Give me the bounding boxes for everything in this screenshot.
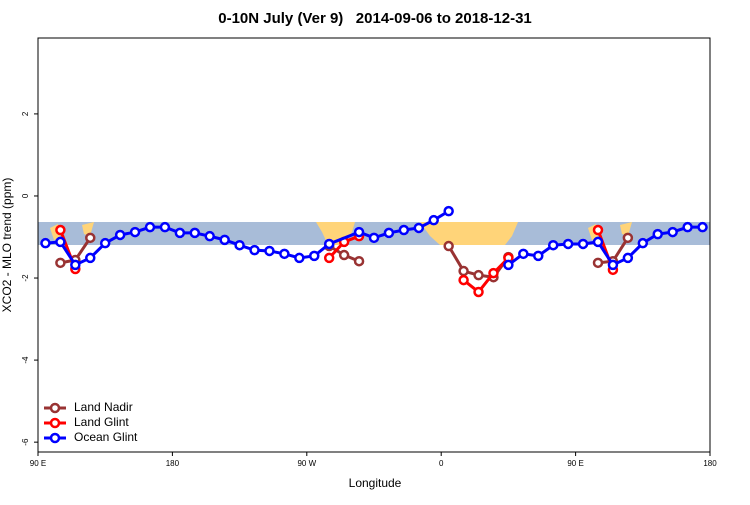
data-point [622,232,634,244]
data-point [144,221,156,233]
data-point [219,234,230,246]
x-tick-label: 180 [703,459,717,468]
data-point [428,214,439,226]
data-point [323,238,335,250]
x-tick-label: 90 E [30,459,46,468]
data-point [622,252,634,264]
data-point [174,227,186,239]
data-point [338,249,350,261]
data-point [637,237,649,249]
data-point [413,222,425,234]
x-axis-label: Longitude [349,476,402,490]
legend-swatch-point [49,432,61,444]
legend-label: Land Glint [74,415,129,429]
data-point [667,226,678,238]
data-point [294,252,305,264]
chart-title: 0-10N July (Ver 9) 2014-09-06 to 2018-12… [218,10,532,27]
data-point [85,232,96,244]
data-point [592,236,604,248]
data-point [55,236,66,248]
data-point [398,224,410,236]
legend-label: Ocean Glint [74,430,138,444]
data-point [503,259,514,271]
x-tick-label: 0 [439,459,444,468]
y-tick-label: 2 [21,111,30,116]
legend-label: Land Nadir [74,400,133,414]
data-point [547,239,559,251]
data-point [488,267,499,279]
data-point [383,227,395,239]
x-tick-label: 180 [166,459,180,468]
data-point [85,252,96,264]
data-point [577,238,589,250]
data-point [309,250,320,262]
data-point [607,259,619,271]
data-point [279,248,290,260]
data-point [204,230,215,242]
data-point [562,238,574,250]
y-tick-label: -4 [21,356,30,364]
data-point [592,257,604,269]
data-point [458,265,469,277]
legend-swatch-point [49,402,61,414]
data-point [368,232,380,244]
y-axis-label: XCO2 - MLO trend (ppm) [0,178,14,313]
data-point [473,269,484,281]
data-point [234,239,245,251]
data-point [40,237,51,249]
data-point [55,224,66,236]
data-point [533,250,544,262]
x-tick-label: 90 E [567,459,583,468]
x-tick-label: 90 W [297,459,316,468]
data-point [518,248,529,260]
data-point [697,221,708,233]
data-point [99,237,111,249]
legend-swatch-point [49,417,61,429]
data-point [249,244,260,256]
data-point [114,229,126,241]
data-point [473,286,484,298]
data-point [159,221,171,233]
data-point [70,259,81,271]
y-tick-label: -2 [21,274,30,282]
data-point [443,205,454,217]
data-point [353,255,365,267]
data-point [264,245,275,257]
data-point [129,226,141,238]
data-point [592,224,604,236]
y-tick-label: -6 [21,438,30,446]
data-point [323,252,335,264]
data-point [353,226,365,238]
data-point [652,228,663,240]
data-point [682,221,693,233]
data-point [443,240,454,252]
data-point [55,257,66,269]
data-point [189,227,201,239]
data-point [458,274,469,286]
y-tick-label: 0 [21,193,30,198]
plot-frame [37,37,711,453]
